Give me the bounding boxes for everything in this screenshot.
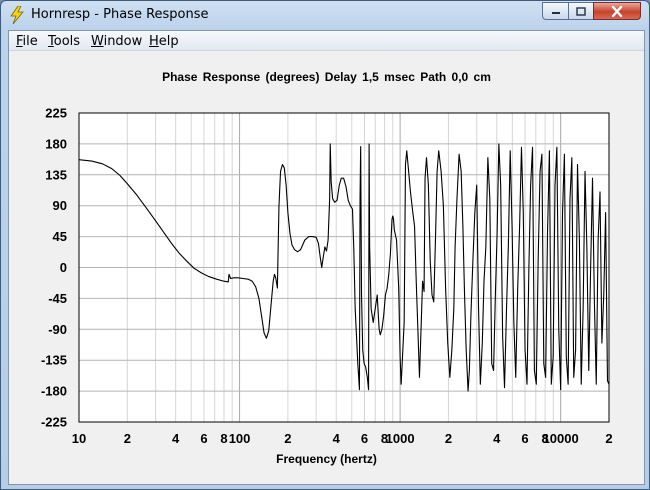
phase-response-chart: Phase Response (degrees) Delay 1,5 msec … xyxy=(9,51,644,484)
x-tick-label: 2 xyxy=(445,431,452,446)
menu-file[interactable]: File xyxy=(16,34,38,49)
client-area: File Tools Window Help Phase Response (d… xyxy=(8,30,645,485)
y-tick-label: -90 xyxy=(48,322,67,337)
x-tick-label: 2 xyxy=(124,431,131,446)
y-tick-label: 45 xyxy=(53,229,67,244)
x-tick-label: 6 xyxy=(361,431,368,446)
x-tick-label: 100 xyxy=(229,431,251,446)
y-tick-label: 90 xyxy=(53,198,67,213)
menu-help[interactable]: Help xyxy=(149,34,179,49)
x-tick-label: 1000 xyxy=(386,431,415,446)
x-tick-label: 4 xyxy=(172,431,180,446)
x-tick-label: 10 xyxy=(72,431,86,446)
x-tick-label: 2 xyxy=(284,431,291,446)
y-tick-label: 0 xyxy=(60,260,67,275)
x-tick-label: 8 xyxy=(220,431,227,446)
maximize-icon xyxy=(576,6,586,16)
title-bar[interactable]: Hornresp - Phase Response xyxy=(1,1,649,29)
y-tick-label: -45 xyxy=(48,291,67,306)
y-tick-label: -225 xyxy=(41,415,67,430)
y-tick-label: 225 xyxy=(45,106,67,121)
y-tick-label: -180 xyxy=(41,384,67,399)
chart-title: Phase Response (degrees) Delay 1,5 msec … xyxy=(162,70,491,84)
x-tick-label: 2 xyxy=(605,431,612,446)
close-icon xyxy=(611,5,623,17)
minimize-button[interactable] xyxy=(542,2,569,20)
x-tick-label: 4 xyxy=(493,431,501,446)
y-tick-label: 180 xyxy=(45,136,67,151)
window-title: Hornresp - Phase Response xyxy=(31,7,209,22)
phase-series-line xyxy=(78,143,610,392)
y-tick-label: 135 xyxy=(45,167,67,182)
maximize-button[interactable] xyxy=(568,2,594,20)
menu-window[interactable]: Window xyxy=(91,34,143,49)
close-button[interactable] xyxy=(593,2,641,20)
minimize-icon xyxy=(551,12,560,14)
x-tick-label: 10000 xyxy=(543,431,579,446)
x-axis-label: Frequency (hertz) xyxy=(276,452,377,466)
y-tick-label: -135 xyxy=(41,353,67,368)
x-tick-label: 8 xyxy=(381,431,388,446)
menu-tools[interactable]: Tools xyxy=(48,34,81,49)
x-tick-label: 6 xyxy=(200,431,207,446)
x-tick-label: 8 xyxy=(541,431,548,446)
x-tick-label: 6 xyxy=(521,431,528,446)
plot-frame xyxy=(78,112,610,423)
lightning-bolt-icon xyxy=(10,6,24,24)
x-tick-label: 4 xyxy=(333,431,341,446)
menu-bar: File Tools Window Help xyxy=(9,31,644,51)
